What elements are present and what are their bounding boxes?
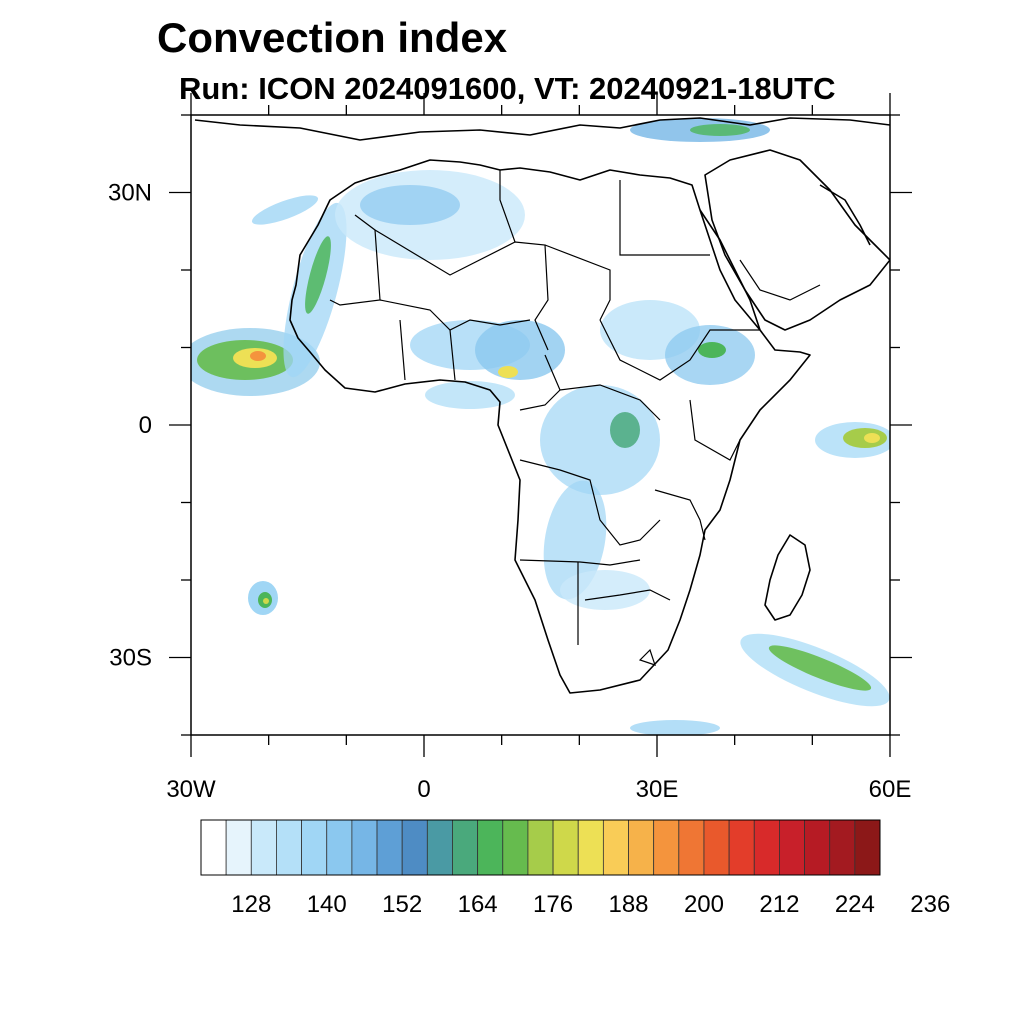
chart-title: Convection index — [157, 14, 508, 61]
colorbar-label: 224 — [835, 891, 875, 918]
colorbar-label: 140 — [307, 891, 347, 918]
field-west-coast-core — [305, 236, 331, 314]
axis-labels: 30N 0 30S 30W 0 30E 60E — [108, 180, 911, 804]
colorbar-swatch — [678, 819, 705, 876]
field-nigeria-core — [498, 366, 518, 378]
x-tick-label: 60E — [869, 776, 912, 803]
y-tick-label: 0 — [139, 412, 152, 439]
x-tick-label: 0 — [417, 776, 430, 803]
colorbar-swatch — [779, 819, 805, 876]
colorbar-swatch — [376, 819, 403, 876]
border-line — [584, 589, 671, 601]
colorbar-swatch — [552, 819, 579, 876]
field-ethiopia-core — [698, 342, 726, 358]
field-west-atlantic-max — [250, 351, 266, 361]
colorbar-swatch — [804, 819, 831, 876]
colorbar-swatch — [477, 819, 504, 876]
colorbar-swatch — [753, 819, 780, 876]
colorbar-swatch — [854, 819, 881, 876]
madagascar-coastline — [764, 534, 811, 621]
y-tick-label: 30S — [109, 645, 152, 672]
europe-coastline — [194, 117, 890, 141]
field-mediterranean-core — [690, 124, 750, 136]
border-line — [519, 389, 561, 411]
border-line — [689, 399, 741, 461]
field-congo — [540, 385, 660, 495]
colorbar-swatch — [628, 819, 655, 876]
field-east-indian-ocean-peak — [864, 433, 880, 443]
colorbar-swatch — [703, 819, 730, 876]
colorbar-swatch — [326, 819, 353, 876]
colorbar-swatch — [276, 819, 302, 876]
persian-gulf-coast — [819, 184, 871, 246]
africa-coastline — [289, 159, 811, 694]
field-south-edge — [630, 720, 720, 735]
field-gulf — [425, 381, 515, 409]
border-line — [519, 559, 641, 566]
colorbar-label: 176 — [533, 891, 573, 918]
field-kalahari — [560, 570, 650, 610]
field-angola — [543, 480, 607, 600]
field-nigeria — [475, 320, 565, 380]
colorbar-swatch — [452, 819, 479, 876]
colorbar-frame — [200, 819, 881, 876]
border-line — [619, 180, 710, 256]
red-sea-coast — [699, 209, 761, 331]
field-canary — [251, 195, 319, 225]
colorbar-swatch — [577, 819, 604, 876]
colorbar-swatch — [527, 819, 554, 876]
colorbar-label: 212 — [759, 891, 799, 918]
colorbar-swatch — [351, 819, 378, 876]
colorbar-label: 128 — [231, 891, 271, 918]
colorbar-swatch — [200, 819, 227, 876]
colorbar-swatch — [653, 819, 680, 876]
colorbar-label: 188 — [608, 891, 648, 918]
colorbar-swatch — [225, 819, 252, 876]
colorbar-label: 236 — [910, 891, 950, 918]
y-tick-label: 30N — [108, 180, 152, 207]
border-line — [599, 319, 760, 381]
colorbar-label: 152 — [382, 891, 422, 918]
border-line — [654, 489, 706, 541]
field-south-atlantic-peak — [263, 598, 269, 604]
border-line — [449, 329, 456, 381]
colorbar: 128 140 152 164 176 188 200 212 224 236 — [200, 819, 950, 918]
colorbar-label: 200 — [684, 891, 724, 918]
x-tick-label: 30E — [636, 776, 679, 803]
arabia-coastline — [704, 149, 890, 331]
x-tick-label: 30W — [166, 776, 216, 803]
colorbar-swatch — [301, 819, 328, 876]
chart-subtitle: Run: ICON 2024091600, VT: 20240921-18UTC — [179, 71, 836, 106]
colorbar-swatch — [426, 819, 453, 876]
colorbar-swatch — [829, 819, 856, 876]
field-congo-core — [610, 412, 640, 448]
border-line — [379, 299, 531, 331]
border-line — [499, 170, 516, 243]
border-line — [399, 319, 406, 381]
axis-ticks — [169, 93, 912, 757]
colorbar-swatch — [728, 819, 755, 876]
colorbar-label: 164 — [458, 891, 498, 918]
border-line — [739, 259, 821, 301]
border-line — [544, 244, 611, 321]
convection-field-layer — [191, 118, 890, 735]
field-southern-ocean-core — [768, 645, 872, 691]
border-line — [638, 648, 656, 666]
colorbar-swatch — [401, 819, 428, 876]
border-line — [544, 354, 661, 421]
coastline-layer — [194, 117, 890, 694]
colorbar-swatch — [602, 819, 629, 876]
colorbar-swatch — [250, 819, 277, 876]
field-maghreb-inner — [360, 185, 460, 225]
border-line — [519, 459, 661, 546]
country-borders — [329, 170, 821, 666]
colorbar-swatch — [502, 819, 529, 876]
